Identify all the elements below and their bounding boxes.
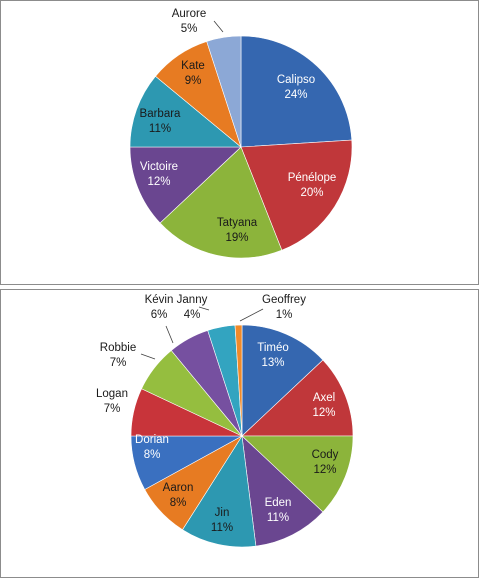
slice-value-dorian: 8% (144, 449, 161, 461)
slice-label-logan: Logan 7% (96, 388, 128, 415)
slice-name-calipso: Calipso (277, 74, 315, 86)
slice-value-aaron: 8% (170, 497, 187, 509)
slice-value-kate: 9% (185, 75, 202, 87)
slice-name-kate: Kate (181, 60, 205, 72)
pie-slice-timeo (241, 324, 324, 437)
top-labels: Calipso 24% Pénélope 20% Tatyana 19% Victoire 1… (140, 8, 337, 244)
leader-line-janny (198, 306, 210, 311)
slice-value-aurore: 5% (181, 23, 198, 35)
slice-value-jin: 11% (211, 522, 233, 534)
slice-label-victoire: Victoire 12% (140, 161, 178, 188)
top-slices (129, 35, 353, 259)
chart-panel-top: Calipso 24% Pénélope 20% Tatyana 19% Victoire 1… (0, 0, 479, 285)
slice-value-calipso: 24% (284, 89, 307, 101)
pie-slice-calipso (240, 35, 353, 148)
pie-slice-jin (182, 435, 257, 548)
pie-slice-geoffrey (234, 324, 243, 437)
pie-slice-barbara (129, 75, 242, 148)
slice-name-tatyana: Tatyana (217, 217, 258, 229)
slice-name-victoire: Victoire (140, 161, 178, 173)
slice-value-cody: 12% (313, 464, 336, 476)
slice-value-logan: 7% (104, 403, 121, 415)
slice-value-barbara: 11% (149, 123, 171, 135)
slice-name-timeo: Timéo (257, 342, 289, 354)
pie-slice-aurore (206, 35, 242, 148)
slice-value-janny: 4% (184, 309, 201, 321)
chart-panel-bottom: Timéo 13% Axel 12% Cody 12% Eden 11% Jin 11% Aaron… (0, 289, 479, 578)
slice-value-tatyana: 19% (225, 232, 248, 244)
leader-line-geoffrey (239, 308, 264, 322)
slice-name-cody: Cody (312, 449, 339, 461)
pie-chart-bottom: Timéo 13% Axel 12% Cody 12% Eden 11% Jin 11% Aaron… (96, 294, 354, 548)
slice-label-barbara: Barbara 11% (140, 108, 182, 135)
leader-line-robbie (140, 353, 156, 360)
slice-name-kevin: Kévin (145, 294, 174, 306)
slice-name-eden: Eden (265, 497, 292, 509)
slice-label-kate: Kate 9% (181, 60, 205, 87)
slice-label-robbie: Robbie 7% (100, 342, 136, 369)
bottom-labels: Timéo 13% Axel 12% Cody 12% Eden 11% Jin 11% Aaron… (96, 294, 339, 534)
pie-slice-cody (241, 435, 354, 513)
slice-value-victoire: 12% (147, 176, 170, 188)
slice-name-dorian: Dorian (135, 434, 169, 446)
slice-label-janny: Janny 4% (177, 294, 208, 321)
slice-value-kevin: 6% (151, 309, 168, 321)
slice-label-axel: Axel 12% (312, 392, 335, 419)
slice-label-aurore: Aurore 5% (172, 8, 207, 35)
pie-slice-victoire (129, 146, 242, 224)
slice-label-calipso: Calipso 24% (277, 74, 315, 101)
slice-name-logan: Logan (96, 388, 128, 400)
pie-slice-penelope (240, 139, 353, 251)
slice-value-eden: 11% (267, 512, 289, 524)
slice-label-eden: Eden 11% (265, 497, 292, 524)
slice-name-janny: Janny (177, 294, 208, 306)
slice-label-dorian: Dorian 8% (135, 434, 169, 461)
slice-name-axel: Axel (313, 392, 335, 404)
slice-value-timeo: 13% (261, 357, 284, 369)
slice-label-cody: Cody 12% (312, 449, 339, 476)
slice-value-geoffrey: 1% (276, 309, 293, 321)
slice-value-robbie: 7% (110, 357, 127, 369)
slice-label-geoffrey: Geoffrey 1% (262, 294, 306, 321)
pie-chart-top: Calipso 24% Pénélope 20% Tatyana 19% Victoire 1… (129, 8, 353, 259)
slice-name-aurore: Aurore (172, 8, 207, 20)
slice-label-timeo: Timéo 13% (257, 342, 289, 369)
slice-name-aaron: Aaron (163, 482, 194, 494)
slice-label-tatyana: Tatyana 19% (217, 217, 258, 244)
pie-slice-tatyana (159, 146, 283, 259)
pie-slice-axel (241, 359, 354, 437)
slice-name-penelope: Pénélope (288, 172, 337, 184)
slice-label-kevin: Kévin 6% (145, 294, 174, 321)
pie-slice-eden (241, 435, 324, 547)
slice-label-jin: Jin 11% (211, 507, 233, 534)
slice-name-robbie: Robbie (100, 342, 136, 354)
slice-value-axel: 12% (312, 407, 335, 419)
slice-label-penelope: Pénélope 20% (288, 172, 337, 199)
leader-line-aurore (213, 20, 224, 33)
slice-name-jin: Jin (215, 507, 230, 519)
slice-label-aaron: Aaron 8% (163, 482, 194, 509)
slice-value-penelope: 20% (300, 187, 323, 199)
slice-name-geoffrey: Geoffrey (262, 294, 306, 306)
leader-line-kevin (165, 325, 174, 344)
bottom-slices (130, 324, 354, 548)
slice-name-barbara: Barbara (140, 108, 182, 120)
